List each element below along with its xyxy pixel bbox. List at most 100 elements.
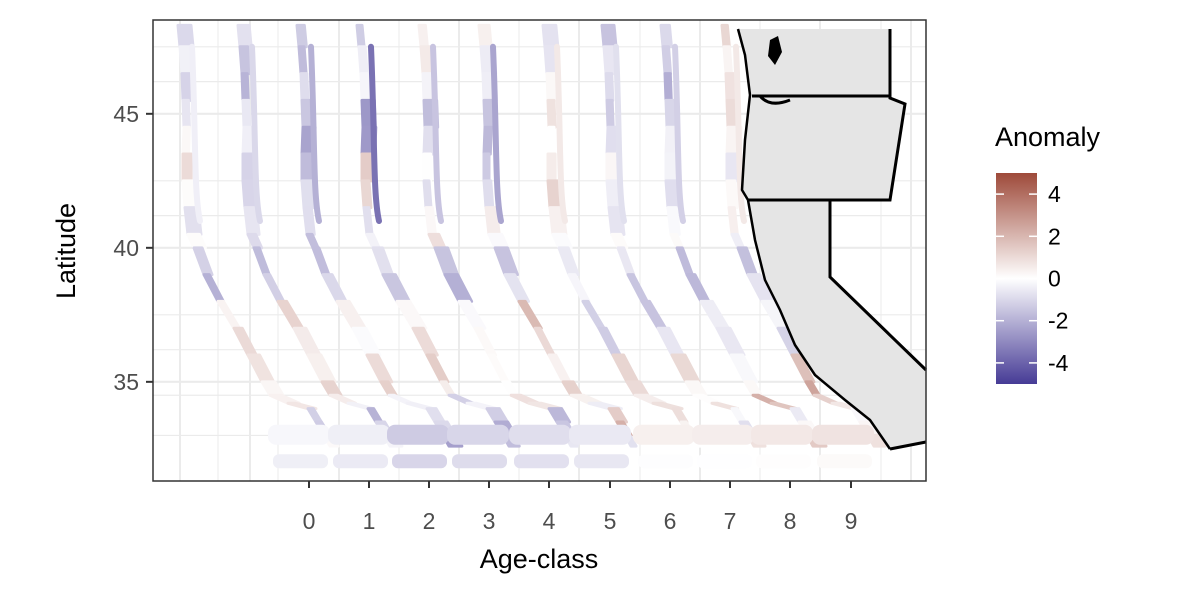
anomaly-segment (452, 454, 507, 469)
anomaly-segment (729, 353, 759, 384)
anomaly-segment (236, 23, 253, 49)
anomaly-segment (297, 45, 308, 76)
anomaly-segment (541, 23, 560, 49)
legend-label: -2 (1048, 308, 1068, 334)
anomaly-segment (411, 326, 439, 357)
anomaly-segment (613, 43, 627, 225)
x-axis-title: Age-class (480, 544, 599, 574)
anomaly-segment (176, 23, 195, 49)
anomaly-segment (243, 206, 261, 236)
anomaly-segment (554, 43, 568, 225)
age-class-strip (355, 23, 521, 469)
anomaly-segment (395, 299, 428, 330)
age-class-strip (720, 23, 887, 469)
anomaly-segment (607, 407, 628, 424)
anomaly-segment (443, 273, 474, 303)
anomaly-segment (246, 232, 264, 250)
x-tick-label: 5 (604, 508, 617, 534)
anomaly-segment (387, 424, 449, 445)
anomaly-segment (355, 23, 366, 49)
anomaly-segment (638, 454, 693, 469)
anomaly-segment (664, 98, 677, 129)
coastline (736, 28, 892, 450)
anomaly-segment (424, 206, 437, 236)
anomaly-segment (430, 43, 444, 225)
anomaly-segment (605, 125, 617, 156)
anomaly-segment (547, 407, 572, 424)
land-mass (738, 29, 905, 200)
anomaly-segment (663, 72, 673, 102)
y-tick-label: 45 (113, 101, 139, 127)
anomaly-segment (605, 98, 615, 129)
anomaly-segment (306, 353, 337, 384)
anomaly-segment (610, 232, 629, 250)
anomaly-segment (493, 246, 519, 277)
anomaly-segment (503, 273, 531, 303)
anomaly-segment (756, 454, 811, 469)
anomaly-segment (240, 72, 250, 102)
x-tick-label: 2 (423, 508, 436, 534)
age-class-strip (659, 23, 828, 469)
x-tick-label: 0 (303, 508, 316, 534)
age-class-strip (236, 23, 404, 469)
anomaly-segment (604, 72, 615, 102)
anomaly-segment (546, 152, 557, 183)
anomaly-segment (302, 206, 316, 236)
anomaly-segment (569, 424, 631, 445)
land-mass (748, 200, 926, 449)
anomaly-segment (447, 424, 509, 445)
anomaly-segment (666, 206, 681, 236)
anomaly-segment (333, 454, 388, 469)
anomaly-segment (574, 454, 629, 469)
x-tick-label: 3 (483, 508, 496, 534)
anomaly-segment (477, 23, 493, 49)
anomaly-segment (551, 232, 573, 250)
anomaly-segment (181, 98, 191, 129)
legend: Anomaly 4 2 0 -2 -4 (995, 122, 1101, 384)
panel-border (152, 19, 927, 482)
x-tick-label: 7 (724, 508, 737, 534)
us-west-coast-states (736, 28, 928, 451)
legend-label: 0 (1048, 266, 1061, 292)
anomaly-strips (176, 23, 887, 469)
anomaly-segment (490, 43, 504, 225)
anomaly-segment (268, 424, 330, 445)
anomaly-segment (661, 45, 673, 76)
anomaly-segment (365, 353, 394, 384)
anomaly-segment (546, 125, 556, 156)
anomaly-segment (351, 326, 382, 357)
legend-label: 2 (1048, 223, 1061, 249)
anomaly-segment (328, 424, 390, 445)
age-class-strip (600, 23, 767, 469)
y-axis-title: Latitude (51, 203, 81, 299)
legend-label: 4 (1048, 181, 1061, 207)
anomaly-segment (425, 353, 450, 384)
anomaly-segment (546, 98, 557, 129)
anomaly-segment (482, 152, 491, 183)
anomaly-segment (308, 43, 322, 225)
state-borders (748, 29, 928, 451)
anomaly-segment (368, 43, 382, 225)
legend-label: -4 (1048, 350, 1069, 376)
anomaly-segment (733, 43, 747, 225)
anomaly-segment (360, 179, 373, 210)
anomaly-segment (299, 72, 310, 102)
x-tick-label: 1 (363, 508, 376, 534)
anomaly-segment (817, 454, 872, 469)
anomaly-segment (189, 43, 203, 225)
anomaly-segment (514, 454, 569, 469)
map-panel (152, 19, 928, 482)
x-tick-label: 6 (664, 508, 677, 534)
anomaly-segment (357, 45, 369, 76)
anomaly-segment (392, 454, 447, 469)
x-tick-label: 4 (543, 508, 556, 534)
anomaly-segment (557, 246, 580, 277)
legend-ticks: 4 2 0 -2 -4 (996, 181, 1069, 376)
anomaly-segment (273, 454, 328, 469)
anomaly-segment (181, 152, 193, 183)
anomaly-segment (482, 179, 495, 210)
anomaly-segment (812, 424, 874, 445)
anomaly-segment (633, 424, 695, 445)
age-class-strip (477, 23, 638, 469)
